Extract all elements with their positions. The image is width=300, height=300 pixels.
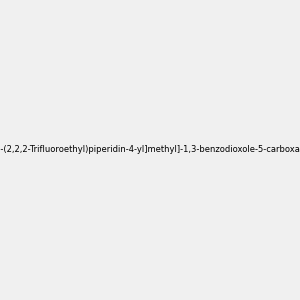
Text: N-[[1-(2,2,2-Trifluoroethyl)piperidin-4-yl]methyl]-1,3-benzodioxole-5-carboxamid: N-[[1-(2,2,2-Trifluoroethyl)piperidin-4-… bbox=[0, 146, 300, 154]
